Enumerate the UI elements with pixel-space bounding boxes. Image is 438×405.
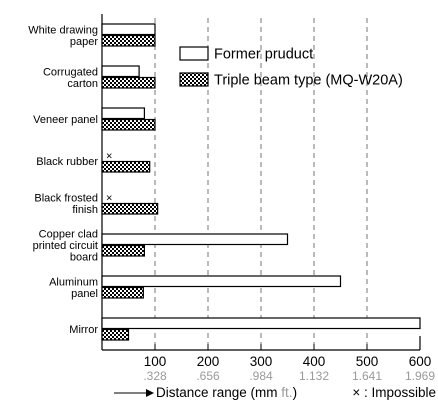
category-label: Aluminum — [49, 276, 98, 288]
legend-label: Former pruduct — [214, 47, 313, 63]
bar-triple-beam — [101, 328, 130, 341]
bar-triple-beam — [101, 76, 156, 89]
bar-triple-beam — [101, 160, 151, 173]
legend-swatch — [179, 46, 209, 61]
category-label: panel — [71, 288, 98, 300]
x-tick-sub-label: .984 — [249, 369, 273, 383]
legend-label: Triple beam type (MQ-W20A) — [214, 73, 403, 89]
category-label: finish — [72, 204, 98, 216]
x-axis-caption-unit: ft. — [281, 385, 292, 400]
category-label: Veneer panel — [33, 114, 98, 126]
bar-former — [101, 317, 421, 330]
bar-triple-beam — [101, 286, 144, 299]
x-axis-caption-tail: ) — [293, 385, 298, 400]
x-tick-label: 500 — [356, 354, 379, 369]
x-axis-caption-main: Distance range (mm — [156, 385, 281, 400]
category-label: Mirror — [69, 324, 98, 336]
bar-former — [101, 275, 342, 288]
impossible-marker: × — [106, 151, 112, 163]
x-axis-caption: Distance range (mm ft.) — [156, 385, 297, 400]
category-label: paper — [70, 36, 98, 48]
bar-triple-beam — [101, 202, 159, 215]
category-label: carton — [67, 78, 98, 90]
impossible-marker: × — [106, 193, 112, 205]
x-tick-label: 100 — [144, 354, 167, 369]
x-tick-label: 400 — [303, 354, 326, 369]
x-tick-sub-label: 1.969 — [405, 369, 435, 383]
category-label: Copper clad — [39, 229, 98, 241]
x-tick-sub-label: 1.641 — [352, 369, 382, 383]
x-tick-sub-label: 1.132 — [299, 369, 329, 383]
x-tick-label: 600 — [409, 354, 432, 369]
category-label: Black rubber — [36, 156, 98, 168]
impossible-note: × : Impossible — [352, 385, 436, 400]
category-label: printed circuit — [33, 240, 98, 252]
bar-triple-beam — [101, 244, 146, 257]
bar-former — [101, 65, 140, 78]
bar-former — [101, 107, 146, 120]
category-label: Corrugated — [43, 66, 98, 78]
category-label: White drawing — [28, 24, 98, 36]
x-tick-sub-label: .656 — [196, 369, 220, 383]
bar-former — [101, 233, 289, 246]
bar-former — [101, 23, 156, 36]
category-label: Black frosted — [34, 192, 98, 204]
caption-arrow-head — [146, 389, 154, 397]
x-tick-label: 200 — [197, 354, 220, 369]
legend-swatch — [179, 72, 209, 87]
bar-triple-beam — [101, 118, 156, 131]
bar-triple-beam — [101, 34, 156, 47]
category-label: board — [70, 252, 98, 264]
x-tick-sub-label: .328 — [143, 369, 167, 383]
legend: Former pruduct Triple beam type (MQ-W20A) — [179, 46, 403, 89]
x-tick-label: 300 — [250, 354, 273, 369]
